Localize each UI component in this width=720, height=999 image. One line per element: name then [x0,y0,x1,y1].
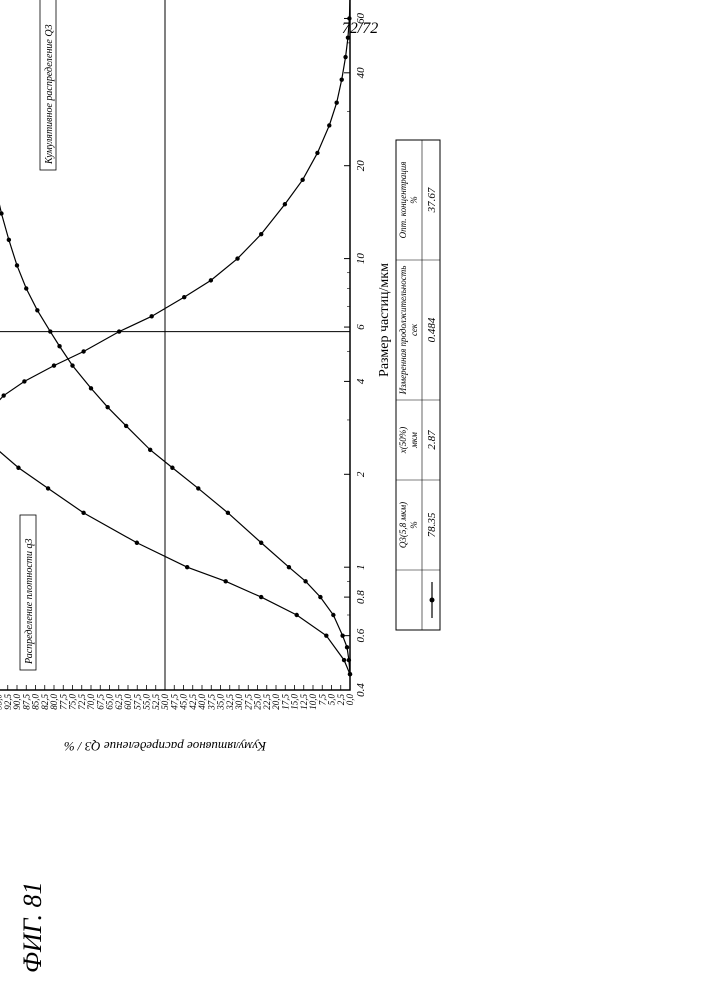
svg-text:Распределение плотности q3: Распределение плотности q3 [24,539,35,666]
svg-text:60: 60 [355,12,367,24]
svg-text:1: 1 [355,564,367,570]
svg-text:37.67: 37.67 [426,187,438,213]
svg-text:10: 10 [355,253,367,265]
svg-text:x(50%): x(50%) [398,427,408,455]
chart-container: 0.40.60.812461020406080100100,0097,595,0… [0,240,720,760]
svg-text:0.6: 0.6 [355,628,367,642]
svg-text:6: 6 [355,324,367,330]
svg-text:40: 40 [355,67,367,79]
svg-text:4: 4 [355,378,367,384]
svg-text:0.484: 0.484 [426,317,438,342]
svg-text:%: % [409,196,419,204]
svg-text:2.87: 2.87 [426,430,438,450]
svg-text:20: 20 [355,160,367,172]
svg-text:Кумулятивное распределение Q3: Кумулятивное распределение Q3 [44,24,55,165]
svg-text:Кумулятивное распределение Q3: Кумулятивное распределение Q3 / % [64,739,268,754]
svg-text:78.35: 78.35 [426,512,438,537]
svg-text:2: 2 [355,471,367,477]
svg-text:Измеренная продолжительность: Измеренная продолжительность [398,266,408,396]
figure-label: ФИГ. 81 [18,881,48,973]
svg-text:Q3(5,8 мкм): Q3(5,8 мкм) [398,502,408,548]
svg-text:0.8: 0.8 [355,590,367,604]
svg-text:Размер частиц/мкм: Размер частиц/мкм [377,263,392,377]
svg-text:мкм: мкм [409,432,419,449]
svg-text:%: % [409,521,419,529]
svg-text:0.4: 0.4 [355,683,367,697]
svg-text:сек: сек [409,323,419,336]
svg-text:Опт. концентрация: Опт. концентрация [398,162,408,239]
particle-size-chart: 0.40.60.812461020406080100100,0097,595,0… [0,0,460,760]
svg-text:0,0: 0,0 [345,694,355,706]
